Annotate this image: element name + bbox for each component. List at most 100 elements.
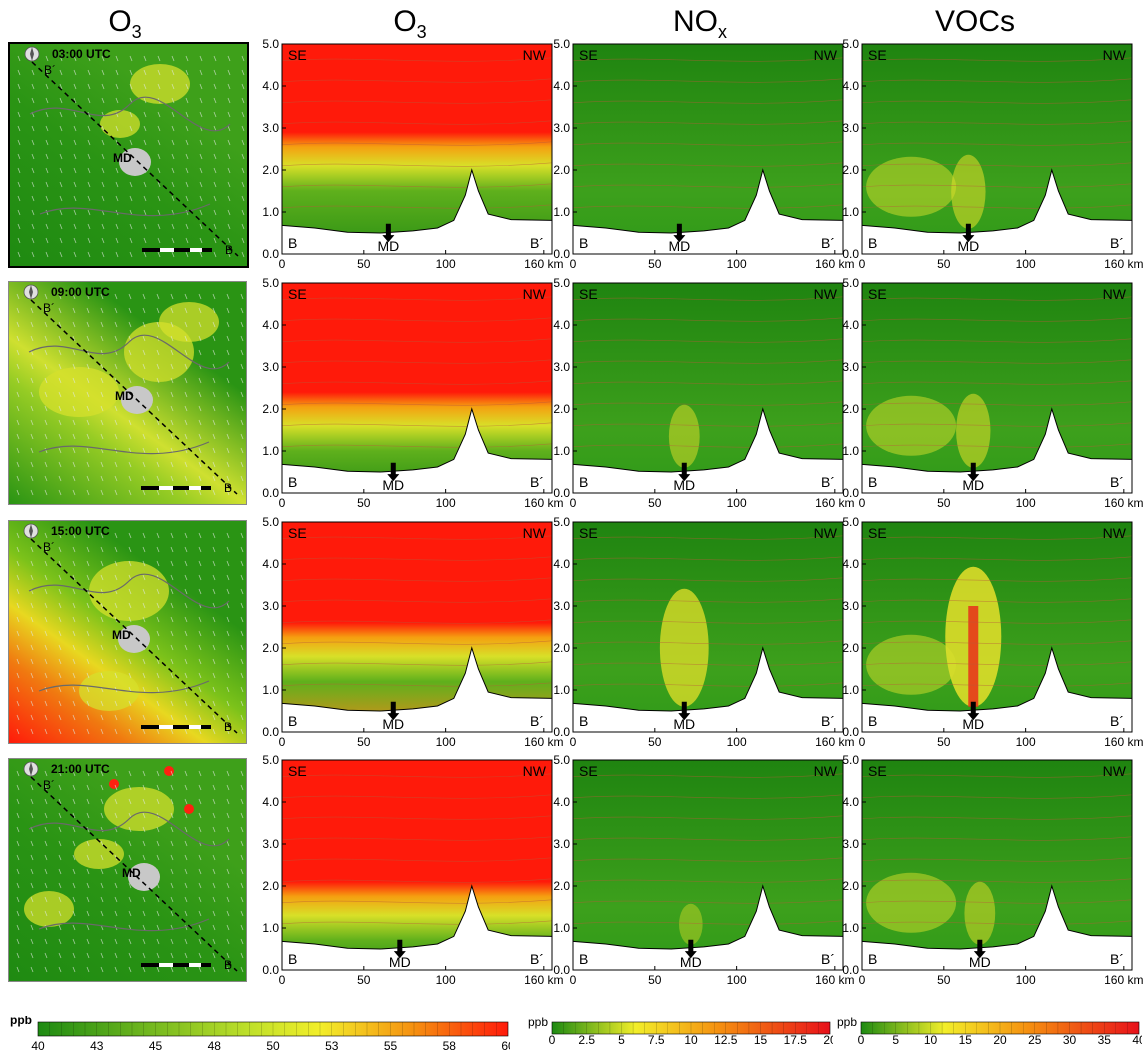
x-tick-label: 160 km [815, 735, 854, 749]
terrain-outline [861, 168, 1133, 234]
plot-frame [861, 521, 1133, 733]
colorbar-tick-label: 5 [618, 1033, 625, 1047]
b-prime-label: B´ [530, 713, 544, 729]
colorbar-tick-label: 48 [208, 1039, 222, 1052]
md-arrow-icon [967, 701, 980, 721]
colorbar-unit: ppb [10, 1016, 32, 1027]
terrain-outline [572, 168, 844, 234]
colorbar-unit: ppb [837, 1016, 857, 1029]
y-tick-label: 3.0 [842, 599, 859, 613]
terrain [862, 648, 1132, 732]
y-tick-label: 5.0 [262, 515, 279, 529]
x-tick-label: 100 [727, 735, 747, 749]
x-tick-label: 100 [436, 735, 456, 749]
y-tick-label: 5.0 [262, 37, 279, 51]
map-time-label: 09:00 UTC [51, 285, 110, 299]
cross-section-line [30, 299, 238, 495]
y-tick-label: 3.0 [842, 360, 859, 374]
colorbar-tick-label: 10 [684, 1033, 698, 1047]
ozone-patch [159, 302, 219, 342]
wind-vectors [16, 293, 244, 496]
ozone-patch [24, 891, 74, 927]
map-end-b-label: B´ [43, 301, 55, 315]
b-prime-label: B´ [1110, 713, 1124, 729]
y-tick-label: 4.0 [553, 557, 570, 571]
nw-label: NW [523, 47, 547, 63]
o3-cross-section-3: 0.0 1.0 2.0 3.0 4.0 5.0 0 50 100 160 km SE NW B B´ MD [262, 515, 563, 752]
terrain-outline [281, 646, 553, 712]
y-tick-label: 3.0 [262, 121, 279, 135]
y-tick-label: 1.0 [842, 921, 859, 935]
b-prime-label: B´ [1110, 474, 1124, 490]
map-panel: 03:00 UTC B´ B MD [8, 42, 249, 268]
scale-bar [142, 248, 212, 252]
scale-bar [141, 486, 211, 490]
b-prime-label: B´ [821, 474, 835, 490]
y-tick-label: 5.0 [842, 515, 859, 529]
nox-cross-section-2: 0.0 1.0 2.0 3.0 4.0 5.0 0 50 100 160 km SE NW B B´ MD [553, 276, 854, 513]
x-tick-label: 160 km [815, 496, 854, 510]
map-panel: 21:00 UTC B´ B MD [8, 758, 247, 982]
colorbar-tick-label: 43 [90, 1039, 104, 1052]
b-prime-label: B´ [530, 235, 544, 251]
md-arrow-icon [967, 462, 980, 482]
b-label: B [288, 951, 297, 967]
md-marker-label: MD [680, 954, 702, 970]
colorbar-o3: ppb 40 43 45 48 50 53 55 58 60 [10, 1013, 515, 1053]
x-tick-label: 0 [279, 973, 286, 987]
y-tick-label: 0.0 [553, 247, 570, 261]
terrain-outline [861, 407, 1133, 473]
x-tick-label: 50 [937, 496, 951, 510]
map-end-b-label: B´ [43, 540, 55, 554]
b-label: B [288, 713, 297, 729]
y-tick-label: 3.0 [262, 599, 279, 613]
colorbar-tick-label: 2.5 [578, 1033, 595, 1047]
md-arrow-icon [684, 939, 697, 959]
y-tick-label: 2.0 [553, 163, 570, 177]
terrain-outline [281, 407, 553, 473]
y-tick-label: 5.0 [262, 753, 279, 767]
x-tick-label: 50 [648, 496, 662, 510]
y-tick-label: 5.0 [262, 276, 279, 290]
terrain [573, 886, 843, 970]
colorbar-tick-label: 35 [1098, 1033, 1112, 1047]
y-tick-label: 0.0 [842, 963, 859, 977]
map-panel: 09:00 UTC B´ B MD [8, 281, 247, 505]
y-tick-label: 1.0 [262, 444, 279, 458]
contour-lines [281, 535, 553, 687]
nw-label: NW [523, 763, 547, 779]
colorbar-tick-label: 15 [754, 1033, 768, 1047]
y-tick-label: 0.0 [553, 725, 570, 739]
y-tick-label: 0.0 [842, 725, 859, 739]
colorbar-tick-label: 10 [924, 1033, 938, 1047]
plot-frame [281, 521, 553, 733]
region-boundary [28, 334, 230, 455]
y-tick-label: 2.0 [262, 879, 279, 893]
terrain-outline [861, 646, 1133, 712]
y-tick-label: 3.0 [553, 360, 570, 374]
b-label: B [868, 235, 877, 251]
x-tick-label: 100 [1016, 257, 1036, 271]
nox-header-base: NO [673, 5, 718, 38]
md-arrow-icon [387, 462, 400, 482]
md-arrow-icon [387, 701, 400, 721]
plot-frame [572, 759, 844, 971]
x-tick-label: 100 [436, 496, 456, 510]
map-header-base: O [108, 5, 132, 38]
md-marker-label: MD [668, 238, 690, 254]
colorbar-tick-label: 12.5 [714, 1033, 738, 1047]
y-tick-label: 5.0 [553, 37, 570, 51]
colorbar-tick-label: 7.5 [648, 1033, 665, 1047]
se-label: SE [579, 525, 598, 541]
y-tick-label: 3.0 [262, 837, 279, 851]
contour-lines [572, 773, 844, 925]
y-tick-label: 4.0 [262, 795, 279, 809]
ozone-patch [130, 64, 190, 104]
md-marker-label: MD [377, 238, 399, 254]
se-label: SE [868, 47, 887, 63]
x-tick-label: 0 [570, 973, 577, 987]
o3-cross-section-4: 0.0 1.0 2.0 3.0 4.0 5.0 0 50 100 160 km SE NW B B´ MD [262, 753, 563, 990]
b-label: B [288, 235, 297, 251]
terrain [282, 409, 552, 493]
